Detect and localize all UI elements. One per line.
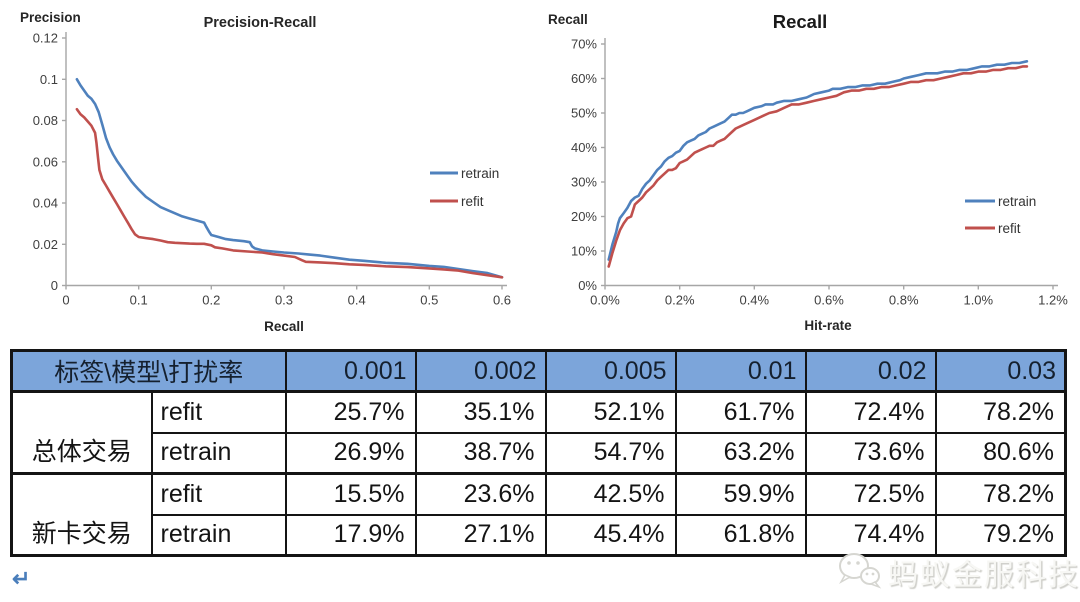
table-header-0.03: 0.03 <box>934 349 1067 393</box>
series-refit <box>75 107 504 279</box>
table-cell: 35.1% <box>414 390 547 434</box>
x-axis-title: Recall <box>264 319 304 334</box>
table-cell: 61.8% <box>674 513 807 557</box>
precision-recall-chart: 0 0.02 0.04 0.06 0.08 0.1 0.12 0 0.1 0.2 0.3 0.4 0.5… <box>0 0 540 345</box>
x-tick-label: 0.6% <box>814 293 844 308</box>
x-tick-label: 0.4% <box>739 293 769 308</box>
result-table: 标签\模型\打扰率 0.001 0.002 0.005 0.01 0.02 0.… <box>10 349 1067 557</box>
model-label: retrain <box>150 513 287 557</box>
table-cell: 23.6% <box>414 472 547 516</box>
table-cell: 74.4% <box>804 513 937 557</box>
x-tick-label: 0 <box>62 293 69 308</box>
recall-hitrate-plot: 0% 10% 20% 30% 40% 50% 60% 70% 0.0% 0.2% 0.4% 0.6% 0… <box>548 11 1068 333</box>
watermark-text: 蚂蚁金服科技 <box>888 559 1080 592</box>
y-tick-label: 20% <box>571 209 597 224</box>
table-cell: 42.5% <box>544 472 677 516</box>
legend-label-retrain: retrain <box>461 166 499 181</box>
table-cell: 26.9% <box>284 431 417 475</box>
x-tick-label: 0.4 <box>348 293 366 308</box>
y-axis-title: Recall <box>548 12 588 27</box>
chart-title: Precision-Recall <box>204 15 317 31</box>
x-tick-label: 0.6 <box>493 293 511 308</box>
model-label: retrain <box>150 431 287 475</box>
table-row: 总体交易 refit 25.7% 35.1% 52.1% 61.7% 72.4%… <box>10 390 1067 475</box>
y-tick-label: 70% <box>571 37 597 52</box>
y-tick-label: 50% <box>571 106 597 121</box>
recall-hitrate-chart: 0% 10% 20% 30% 40% 50% 60% 70% 0.0% 0.2% 0.4% 0.6% 0… <box>540 0 1080 345</box>
table-header-0.005: 0.005 <box>544 349 677 393</box>
table-cell: 38.7% <box>414 431 547 475</box>
table-row: 新卡交易 refit 15.5% 23.6% 42.5% 59.9% 72.5%… <box>10 472 1067 557</box>
table-cell: 72.4% <box>804 390 937 434</box>
x-tick-label: 0.2 <box>202 293 220 308</box>
y-tick-label: 0.04 <box>33 196 58 211</box>
y-tick-label: 0.12 <box>33 31 58 46</box>
table-cell: 80.6% <box>934 431 1067 475</box>
table-cell: 63.2% <box>674 431 807 475</box>
x-tick-label: 0.0% <box>590 293 620 308</box>
x-tick-label: 1.2% <box>1038 293 1068 308</box>
table-row: retrain 17.9% 27.1% 45.4% 61.8% 74.4% 79… <box>12 513 1067 557</box>
x-tick-label: 0.3 <box>275 293 293 308</box>
x-tick-label: 0.5 <box>420 293 438 308</box>
return-arrow-icon: ↵ <box>12 566 31 591</box>
y-tick-label: 60% <box>571 71 597 86</box>
table-header-0.002: 0.002 <box>414 349 547 393</box>
group-label-overall: 总体交易 <box>10 390 153 475</box>
table-cell: 54.7% <box>544 431 677 475</box>
group-label-newcard: 新卡交易 <box>10 472 153 557</box>
y-axis-title: Precision <box>20 10 81 25</box>
table-header-0.02: 0.02 <box>804 349 937 393</box>
table-header-label: 标签\模型\打扰率 <box>10 349 287 393</box>
table-cell: 52.1% <box>544 390 677 434</box>
legend-label-refit: refit <box>998 221 1021 236</box>
table-header-0.01: 0.01 <box>674 349 807 393</box>
y-tick-label: 0.1 <box>40 72 58 87</box>
series-retrain <box>607 59 1029 261</box>
x-tick-label: 1.0% <box>963 293 993 308</box>
model-label: refit <box>150 390 287 434</box>
chart-title: Recall <box>773 11 828 32</box>
y-tick-label: 40% <box>571 140 597 155</box>
model-label: refit <box>150 472 287 516</box>
table-cell: 78.2% <box>934 472 1067 516</box>
table-cell: 61.7% <box>674 390 807 434</box>
y-tick-label: 10% <box>571 244 597 259</box>
table-cell: 78.2% <box>934 390 1067 434</box>
table-cell: 72.5% <box>804 472 937 516</box>
table-cell: 27.1% <box>414 513 547 557</box>
series-retrain <box>75 78 504 279</box>
table-cell: 25.7% <box>284 390 417 434</box>
table-cell: 17.9% <box>284 513 417 557</box>
y-tick-label: 0.08 <box>33 113 58 128</box>
y-tick-label: 0 <box>51 278 58 293</box>
table-cell: 15.5% <box>284 472 417 516</box>
x-tick-label: 0.2% <box>665 293 695 308</box>
y-tick-label: 0% <box>578 278 597 293</box>
table-row: retrain 26.9% 38.7% 54.7% 63.2% 73.6% 80… <box>12 431 1067 475</box>
y-tick-label: 0.06 <box>33 154 58 169</box>
y-tick-label: 30% <box>571 175 597 190</box>
table-cell: 45.4% <box>544 513 677 557</box>
y-tick-label: 0.02 <box>33 237 58 252</box>
series-refit <box>607 65 1029 268</box>
precision-recall-plot: 0 0.02 0.04 0.06 0.08 0.1 0.12 0 0.1 0.2 0.3 0.4 0.5… <box>20 10 511 334</box>
x-tick-label: 0.8% <box>889 293 919 308</box>
x-axis-title: Hit-rate <box>804 318 852 333</box>
legend-label-retrain: retrain <box>998 194 1036 209</box>
table-header-0.001: 0.001 <box>284 349 417 393</box>
wechat-icon <box>836 551 882 594</box>
table-header-row: 标签\模型\打扰率 0.001 0.002 0.005 0.01 0.02 0.… <box>10 349 1067 393</box>
x-tick-label: 0.1 <box>130 293 148 308</box>
watermark: 蚂蚁金服科技 <box>836 550 1080 594</box>
table-cell: 79.2% <box>934 513 1067 557</box>
table-cell: 73.6% <box>804 431 937 475</box>
table-cell: 59.9% <box>674 472 807 516</box>
legend-label-refit: refit <box>461 194 484 209</box>
